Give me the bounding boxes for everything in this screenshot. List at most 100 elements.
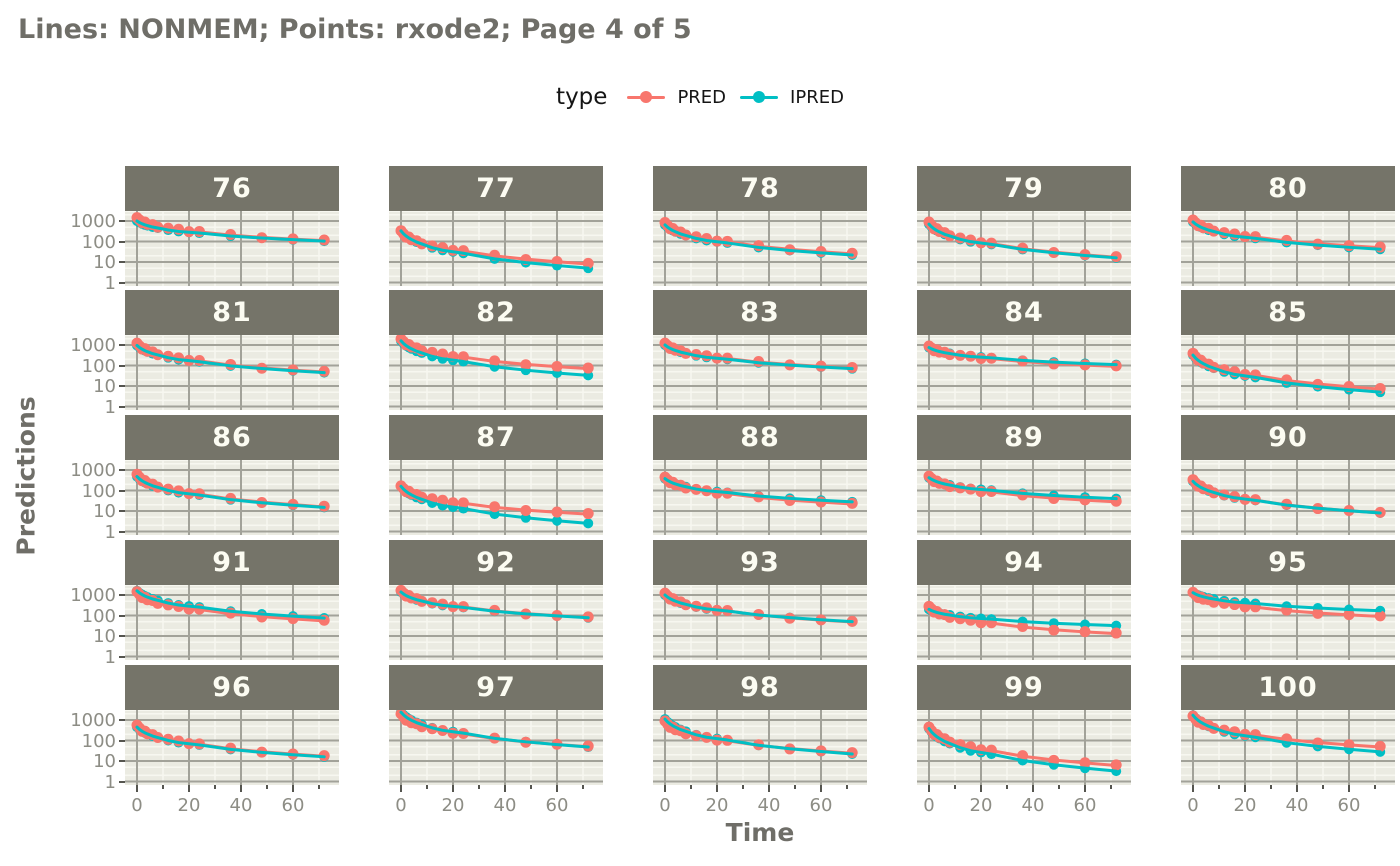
facet-panel-94: 94 [917,540,1131,660]
ipred-line [663,593,854,624]
facet-strip-label: 93 [653,540,867,585]
facet-panel-92: 92 [389,540,603,660]
ipred-line [399,484,590,525]
y-tick-mark [119,261,125,263]
y-tick-mark [119,594,125,596]
x-tick-label: 0 [395,795,407,816]
x-minor-tick-mark [1110,785,1112,789]
x-tick-mark [504,785,506,792]
facet-panel-79: 79 [917,166,1131,286]
facet-panel-80: 80 [1181,166,1395,286]
ipred-line [1191,713,1382,754]
x-tick-label: 60 [281,795,305,816]
y-tick-label: 1000 [70,335,116,356]
panel-plot [125,460,339,535]
facet-strip-label: 88 [653,415,867,460]
ipred-line [135,343,326,375]
panel-plot [389,335,603,410]
pred-line [399,338,590,371]
x-tick-label: 0 [131,795,143,816]
y-tick-mark [119,405,125,408]
ipred-line [399,229,590,270]
panel-plot [389,585,603,660]
facet-strip-label: 85 [1181,290,1395,335]
x-tick-mark [716,785,718,792]
ipred-line [927,346,1118,367]
x-minor-tick-mark [1374,785,1376,789]
panel-plot [389,211,603,286]
y-tick-mark [119,530,125,533]
legend-key-ipred: IPRED [740,87,844,108]
panel-plot [917,335,1131,410]
y-tick-mark [119,364,125,367]
x-minor-tick-mark [1270,785,1272,789]
facet-strip-label: 89 [917,415,1131,460]
ipred-line [135,725,326,759]
y-tick-label: 10 [93,252,116,273]
pred-line-dot-icon [627,89,666,105]
x-tick-label: 0 [659,795,671,816]
legend-key-pred: PRED [627,87,726,108]
y-tick-mark [119,719,125,721]
y-tick-mark [119,760,125,762]
facet-strip-label: 82 [389,290,603,335]
x-tick-label: 40 [1021,795,1045,816]
y-tick-label: 1000 [70,211,116,232]
x-minor-tick-mark [318,785,320,789]
facet-panel-78: 78 [653,166,867,286]
y-tick-mark [119,655,125,658]
x-tick-label: 60 [1337,795,1361,816]
x-tick-label: 40 [1285,795,1309,816]
panel-plot [125,585,339,660]
facet-strip-label: 95 [1181,540,1395,585]
panel-plot [125,710,339,785]
x-tick-label: 60 [545,795,569,816]
y-tick-mark [119,739,125,742]
x-tick-label: 20 [705,795,729,816]
x-tick-mark [1084,785,1086,792]
y-tick-label: 10 [93,626,116,647]
x-tick-mark [1244,785,1246,792]
x-tick-label: 0 [1187,795,1199,816]
ipred-line [1191,220,1382,251]
facet-panel-91: 91 [125,540,339,660]
x-tick-mark [928,785,930,792]
y-tick-label: 1000 [70,460,116,481]
x-minor-tick-mark [1322,785,1324,789]
ipred-line [399,339,590,377]
facet-strip-label: 92 [389,540,603,585]
x-axis-title: Time [725,818,795,847]
y-tick-label: 100 [81,355,116,377]
panel-plot [1181,585,1395,660]
facet-panel-97: 97 [389,665,603,785]
ipred-line [1191,479,1382,515]
y-tick-mark [119,469,125,471]
facet-strip-label: 83 [653,290,867,335]
ipred-line [663,717,854,756]
panel-plot [125,211,339,286]
x-tick-mark [400,785,402,792]
facet-strip-label: 76 [125,166,339,211]
y-tick-label: 10 [93,376,116,397]
x-tick-mark [820,785,822,792]
y-tick-mark [119,510,125,512]
x-minor-tick-mark [214,785,216,789]
y-tick-label: 100 [81,231,116,253]
facet-panel-87: 87 [389,415,603,535]
x-tick-label: 40 [757,795,781,816]
x-minor-tick-mark [1006,785,1008,789]
x-minor-tick-mark [266,785,268,789]
ipred-line [927,727,1118,773]
panel-plot [1181,460,1395,535]
y-tick-mark [119,385,125,387]
x-tick-mark [240,785,242,792]
ipred-line [927,222,1118,260]
panel-plot [917,460,1131,535]
y-tick-label: 1 [104,771,116,793]
y-tick-label: 100 [81,480,116,502]
x-tick-label: 60 [1073,795,1097,816]
panel-plot [125,335,339,410]
x-tick-mark [1296,785,1298,792]
y-tick-mark [119,344,125,346]
